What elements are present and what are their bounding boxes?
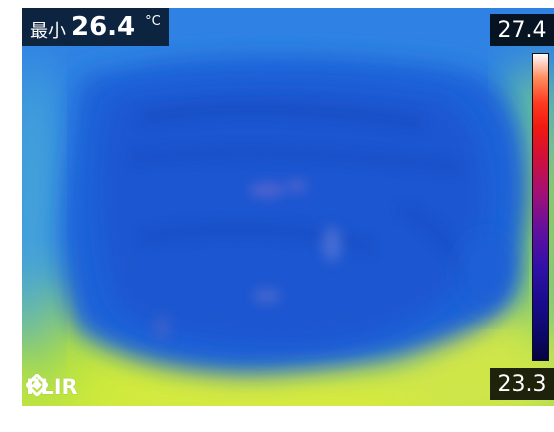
flir-logo-icon <box>26 374 48 396</box>
min-temperature-readout: 最小 26.4 °C <box>22 8 169 46</box>
scale-max-value: 27.4 <box>490 14 554 46</box>
scale-min-value: 23.3 <box>490 368 554 400</box>
min-label: 最小 <box>30 21 66 42</box>
flir-logo: FLIR <box>26 374 78 400</box>
color-scale-bar <box>532 53 549 361</box>
thermal-image: 最小 26.4 °C 27.4 23.3 FLIR <box>22 8 554 406</box>
temperature-unit: °C <box>145 13 161 29</box>
min-value: 26.4 <box>71 12 136 42</box>
thermal-heatmap <box>22 8 554 406</box>
